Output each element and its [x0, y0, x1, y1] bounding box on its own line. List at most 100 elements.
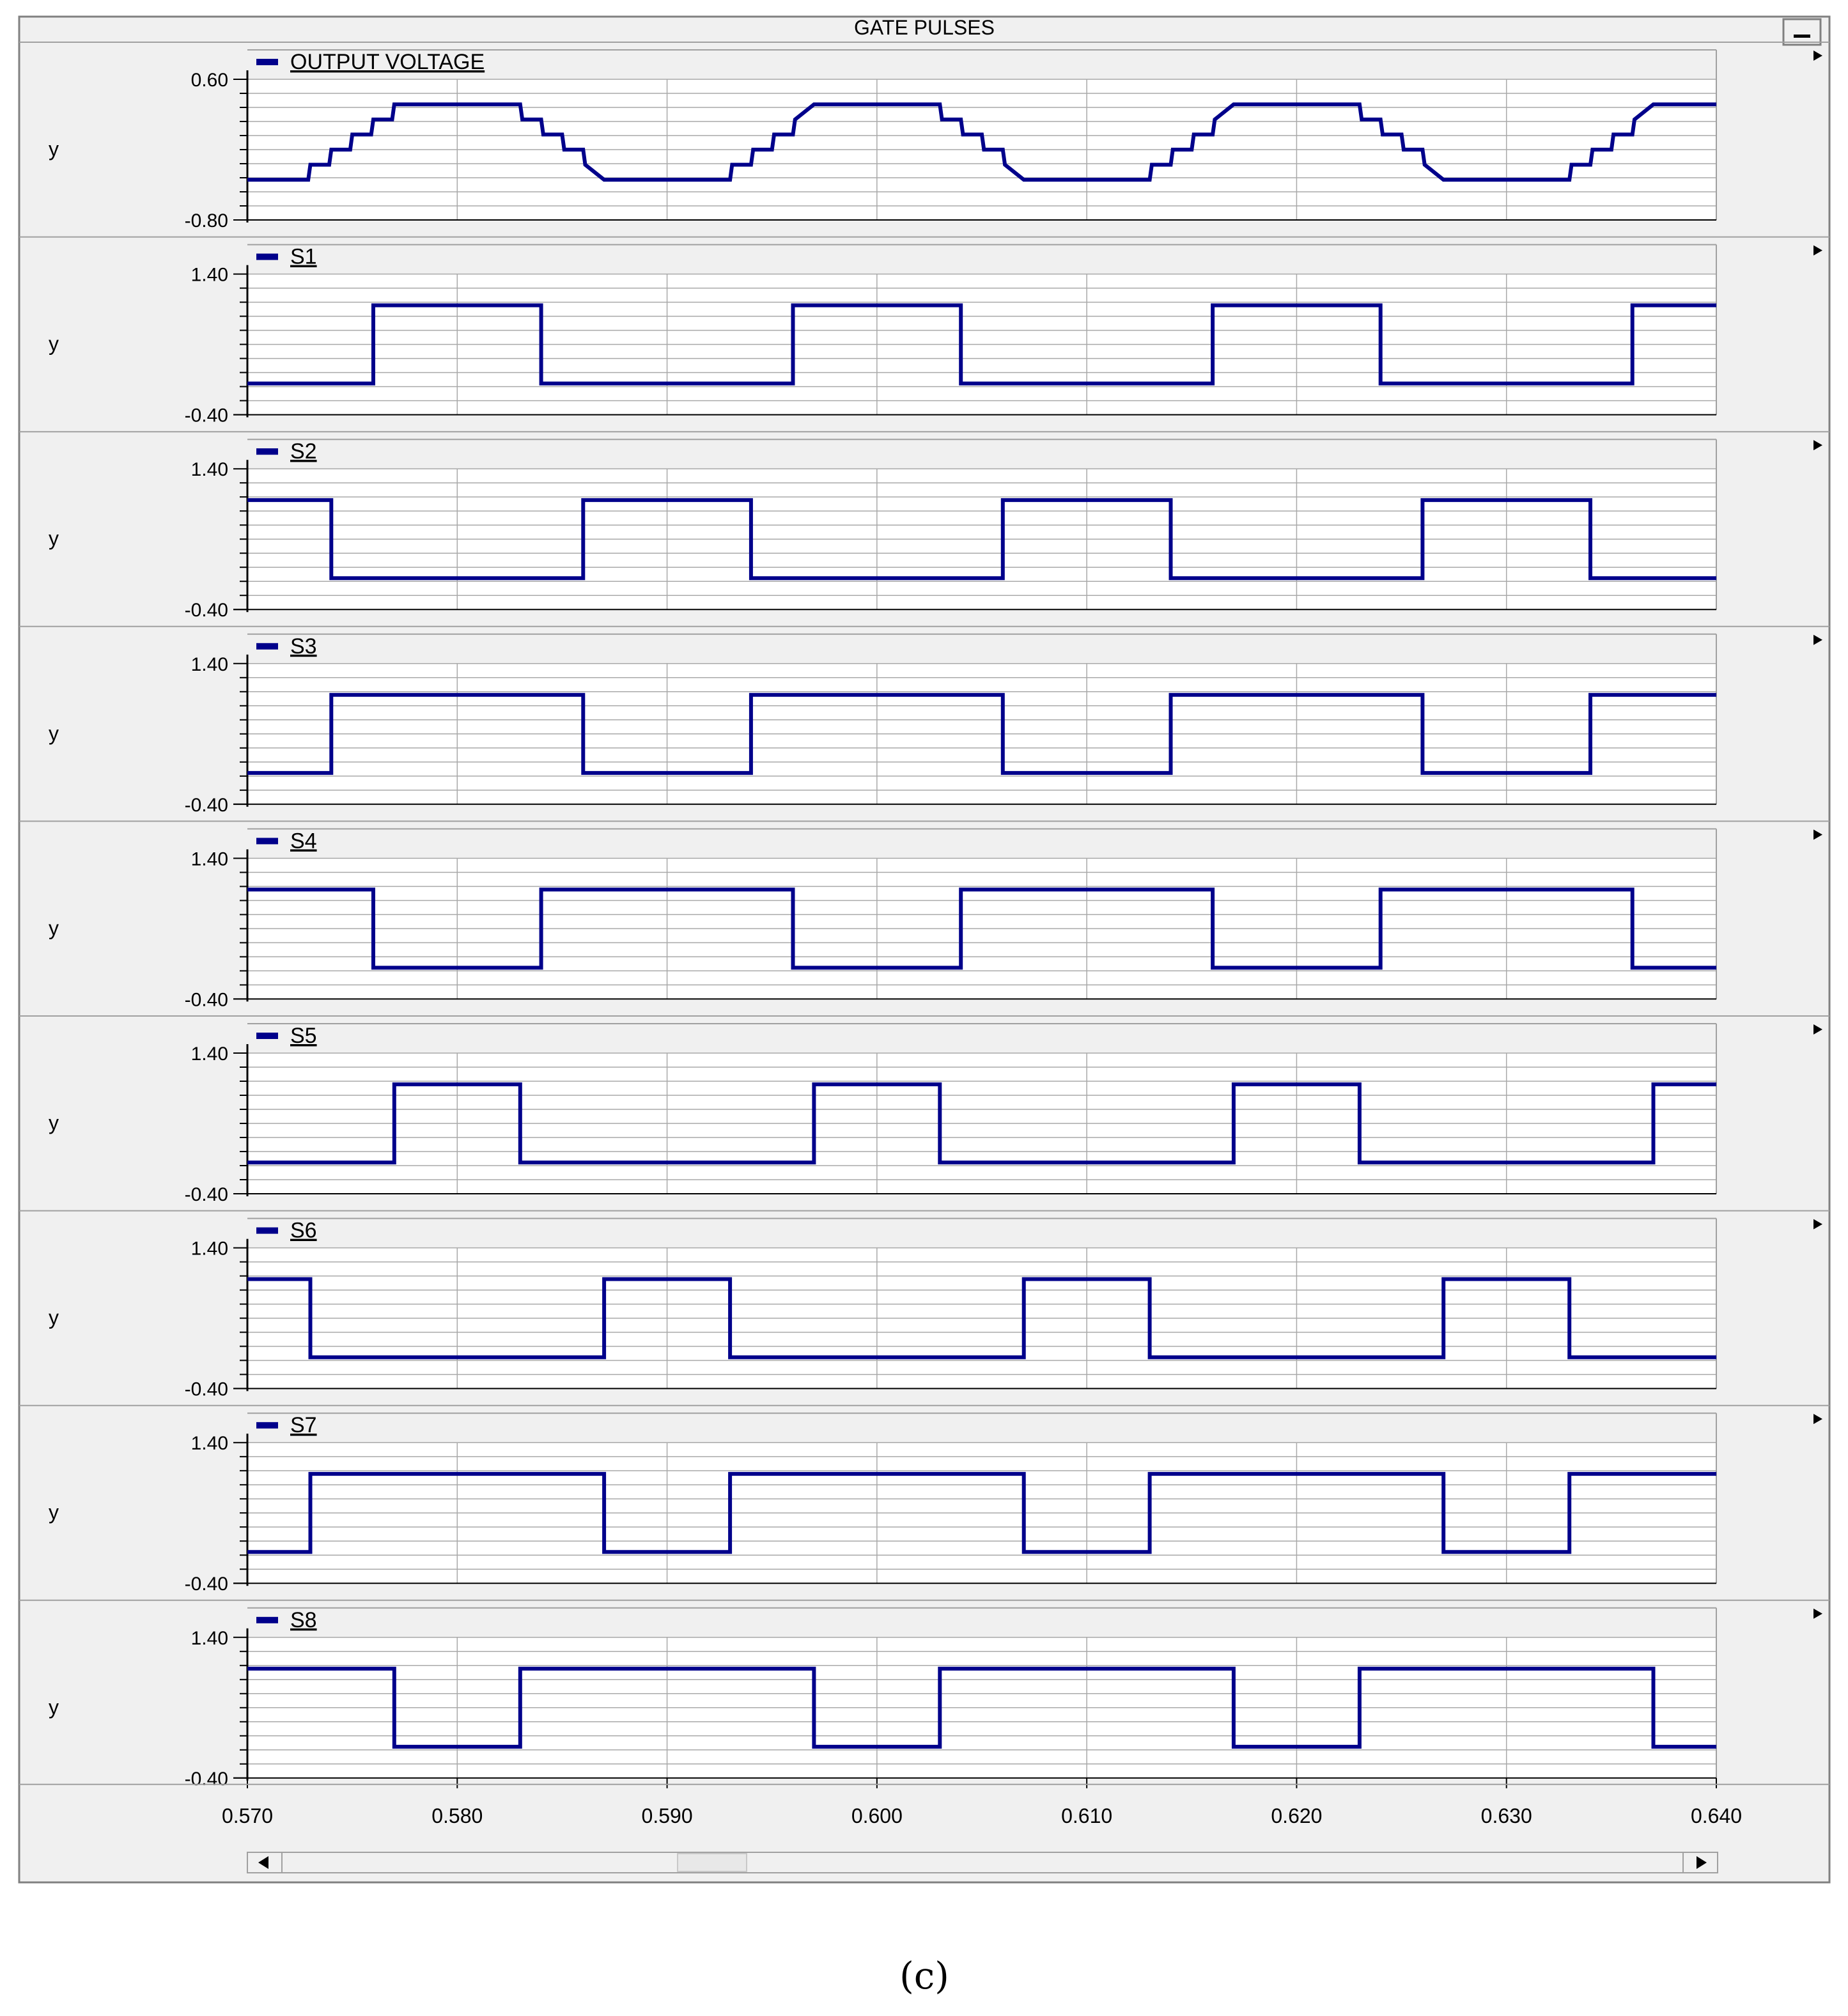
trace-s1	[247, 303, 1716, 386]
arrow-left-icon	[258, 1856, 268, 1869]
y-tick-label: 1.40	[191, 265, 228, 286]
x-axis: 0.570 0.580 0.590 0.600 0.610 0.620 0.630 0.640	[19, 1778, 1829, 1827]
legend-dash-icon	[256, 838, 278, 845]
y-tick-label: -0.40	[185, 1574, 228, 1595]
legend-dash-icon	[256, 1422, 278, 1429]
legend-dash-icon	[256, 59, 278, 65]
panel-s1: 1.40 -0.40 y S1	[19, 236, 1829, 426]
triangle-right-icon[interactable]	[1813, 245, 1822, 256]
panel-s8: 1.40 -0.40 y S8	[19, 1599, 1829, 1790]
legend-output-voltage[interactable]: OUTPUT VOLTAGE	[256, 50, 485, 74]
y-tick-label: -0.40	[185, 405, 228, 426]
trace-s6	[247, 1277, 1716, 1359]
legend-dash-icon	[256, 253, 278, 260]
y-tick-label: -0.40	[185, 600, 228, 621]
x-tick-label: 0.640	[1691, 1804, 1742, 1827]
y-tick-label: 0.60	[191, 70, 228, 91]
x-tick-label: 0.570	[222, 1804, 273, 1827]
legend-dash-icon	[256, 643, 278, 650]
y-tick-label: -0.80	[185, 210, 228, 231]
triangle-right-icon[interactable]	[1813, 829, 1822, 840]
panel-output-voltage: 0.60 -0.80 y OUTPUT VOLTAGE	[19, 42, 1829, 231]
y-tick-label: 1.40	[191, 459, 228, 480]
triangle-right-icon[interactable]	[1813, 1608, 1822, 1619]
legend-label: OUTPUT VOLTAGE	[290, 50, 485, 74]
legend-dash-icon	[256, 1227, 278, 1234]
trace-s8	[247, 1666, 1716, 1749]
y-tick-label: 1.40	[191, 654, 228, 675]
legend-s4[interactable]: S4	[256, 829, 317, 853]
triangle-right-icon[interactable]	[1813, 1414, 1822, 1425]
y-tick-label: -0.40	[185, 1769, 228, 1790]
trace-s5	[247, 1082, 1716, 1165]
y-tick-label: 1.40	[191, 848, 228, 870]
triangle-right-icon[interactable]	[1813, 1219, 1822, 1230]
arrow-right-icon	[1697, 1856, 1707, 1869]
y-tick-label: -0.40	[185, 1184, 228, 1205]
panel-s6: 1.40 -0.40 y S6	[19, 1210, 1829, 1400]
y-axis-label: y	[49, 1111, 59, 1134]
scroll-left-button[interactable]	[247, 1852, 283, 1873]
y-axis-label: y	[49, 1501, 59, 1524]
y-axis-label: y	[49, 1306, 59, 1329]
scroll-thumb[interactable]	[677, 1853, 747, 1872]
trace-s3	[247, 692, 1716, 775]
y-tick-label: 1.40	[191, 1433, 228, 1454]
panel-s2: 1.40 -0.40 y S2	[19, 431, 1829, 621]
panel-s3: 1.40 -0.40 y S3	[19, 625, 1829, 816]
legend-dash-icon	[256, 1616, 278, 1623]
trace-s2	[247, 498, 1716, 581]
legend-s1[interactable]: S1	[256, 245, 317, 269]
y-axis-label: y	[49, 1696, 59, 1719]
legend-s3[interactable]: S3	[256, 634, 317, 659]
triangle-right-icon[interactable]	[1813, 440, 1822, 451]
x-tick-label: 0.620	[1271, 1804, 1322, 1827]
legend-label: S1	[290, 245, 317, 269]
y-axis-label: y	[49, 332, 59, 356]
x-tick-label: 0.590	[642, 1804, 693, 1827]
legend-label: S8	[290, 1608, 317, 1632]
y-tick-label: 1.40	[191, 1043, 228, 1065]
y-tick-label: 1.40	[191, 1628, 228, 1649]
legend-s6[interactable]: S6	[256, 1219, 317, 1243]
legend-s7[interactable]: S7	[256, 1413, 317, 1437]
panel-s5: 1.40 -0.40 y S5	[19, 1015, 1829, 1205]
panel-s4: 1.40 -0.40 y S4	[19, 820, 1829, 1010]
legend-dash-icon	[256, 448, 278, 455]
legend-label: S3	[290, 634, 317, 659]
legend-label: S6	[290, 1219, 317, 1243]
trace-s4	[247, 887, 1716, 970]
triangle-right-icon[interactable]	[1813, 634, 1822, 645]
scroll-right-button[interactable]	[1682, 1852, 1718, 1873]
horizontal-scrollbar[interactable]	[247, 1852, 1718, 1873]
y-tick-label: 1.40	[191, 1239, 228, 1260]
x-tick-label: 0.600	[851, 1804, 903, 1827]
x-tick-label: 0.580	[431, 1804, 483, 1827]
legend-s8[interactable]: S8	[256, 1608, 317, 1632]
legend-label: S2	[290, 439, 317, 464]
legend-label: S4	[290, 829, 317, 853]
legend-s5[interactable]: S5	[256, 1024, 317, 1048]
triangle-right-icon[interactable]	[1813, 1024, 1822, 1035]
legend-dash-icon	[256, 1033, 278, 1039]
y-axis-label: y	[49, 916, 59, 939]
x-tick-label: 0.630	[1481, 1804, 1532, 1827]
panel-s7: 1.40 -0.40 y S7	[19, 1405, 1829, 1595]
y-axis-label: y	[49, 527, 59, 550]
minimize-button[interactable]	[1782, 18, 1822, 46]
window-title: GATE PULSES	[854, 16, 995, 39]
figure-caption: (c)	[899, 1954, 949, 1997]
trace-s7	[247, 1472, 1716, 1554]
triangle-right-icon[interactable]	[1813, 51, 1822, 61]
x-tick-label: 0.610	[1061, 1804, 1112, 1827]
minimize-icon	[1794, 35, 1810, 38]
y-tick-label: -0.40	[185, 795, 228, 816]
legend-s2[interactable]: S2	[256, 439, 317, 464]
y-axis-label: y	[49, 137, 59, 160]
trace-output-voltage	[247, 102, 1716, 182]
legend-label: S5	[290, 1024, 317, 1048]
y-tick-label: -0.40	[185, 989, 228, 1010]
y-axis-label: y	[49, 722, 59, 745]
